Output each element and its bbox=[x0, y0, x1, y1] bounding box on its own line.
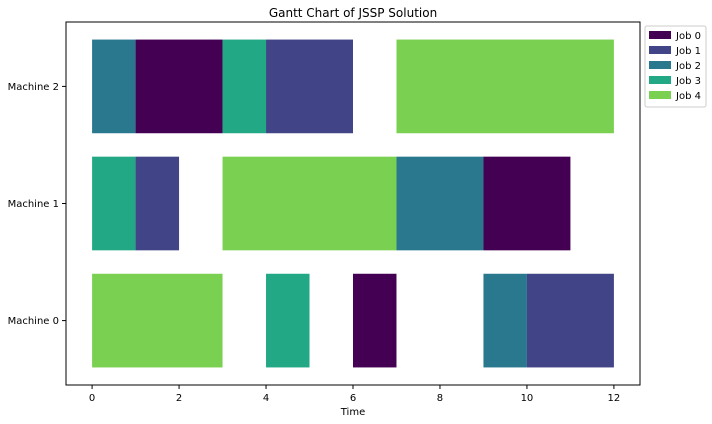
x-tick-label: 12 bbox=[608, 393, 621, 404]
legend-swatch bbox=[649, 76, 671, 84]
legend-swatch bbox=[649, 61, 671, 69]
legend-label: Job 3 bbox=[675, 76, 701, 87]
task-bar-m1-job1-6 bbox=[135, 156, 180, 251]
x-tick-label: 10 bbox=[521, 393, 534, 404]
y-axis-ticks: Machine 0 Machine 1 Machine 2 bbox=[8, 82, 66, 327]
legend-swatch bbox=[649, 91, 671, 99]
task-bar-m0-job0-2 bbox=[353, 273, 397, 368]
y-tick-label: Machine 0 bbox=[8, 316, 59, 327]
chart-title: Gantt Chart of JSSP Solution bbox=[269, 6, 437, 20]
legend-label: Job 4 bbox=[675, 91, 701, 102]
x-tick-label: 6 bbox=[350, 393, 356, 404]
x-axis-title: Time bbox=[340, 407, 365, 418]
task-bar-m0-job2-3 bbox=[483, 273, 527, 368]
legend-swatch bbox=[649, 46, 671, 54]
task-bar-m2-job3-12 bbox=[222, 39, 267, 134]
task-bar-m1-job4-7 bbox=[222, 156, 397, 251]
task-bar-m1-job2-8 bbox=[396, 156, 484, 251]
x-tick-label: 4 bbox=[263, 393, 269, 404]
task-bar-m2-job2-10 bbox=[92, 39, 136, 134]
legend-label: Job 2 bbox=[675, 61, 701, 72]
task-bar-m0-job1-4 bbox=[526, 273, 614, 368]
x-axis-ticks: 0 2 4 6 8 10 12 bbox=[89, 385, 620, 404]
legend-label: Job 1 bbox=[675, 46, 701, 57]
task-bar-m0-job3-1 bbox=[266, 273, 310, 368]
legend-label: Job 0 bbox=[675, 31, 701, 42]
y-tick-label: Machine 1 bbox=[8, 199, 59, 210]
y-tick-label: Machine 2 bbox=[8, 82, 59, 93]
task-bar-m1-job0-9 bbox=[483, 156, 571, 251]
legend: Job 0 Job 1 Job 2 Job 3 Job 4 bbox=[644, 25, 707, 108]
legend-swatch bbox=[649, 31, 671, 39]
task-bar-m2-job1-13 bbox=[266, 39, 353, 134]
task-bar-m0-job4-0 bbox=[92, 273, 223, 368]
x-tick-label: 8 bbox=[437, 393, 443, 404]
task-bar-m2-job4-14 bbox=[396, 39, 614, 134]
task-bar-m1-job3-5 bbox=[92, 156, 136, 251]
task-bar-m2-job0-11 bbox=[135, 39, 223, 134]
x-tick-label: 2 bbox=[176, 393, 182, 404]
x-tick-label: 0 bbox=[89, 393, 95, 404]
task-bars bbox=[92, 39, 614, 368]
